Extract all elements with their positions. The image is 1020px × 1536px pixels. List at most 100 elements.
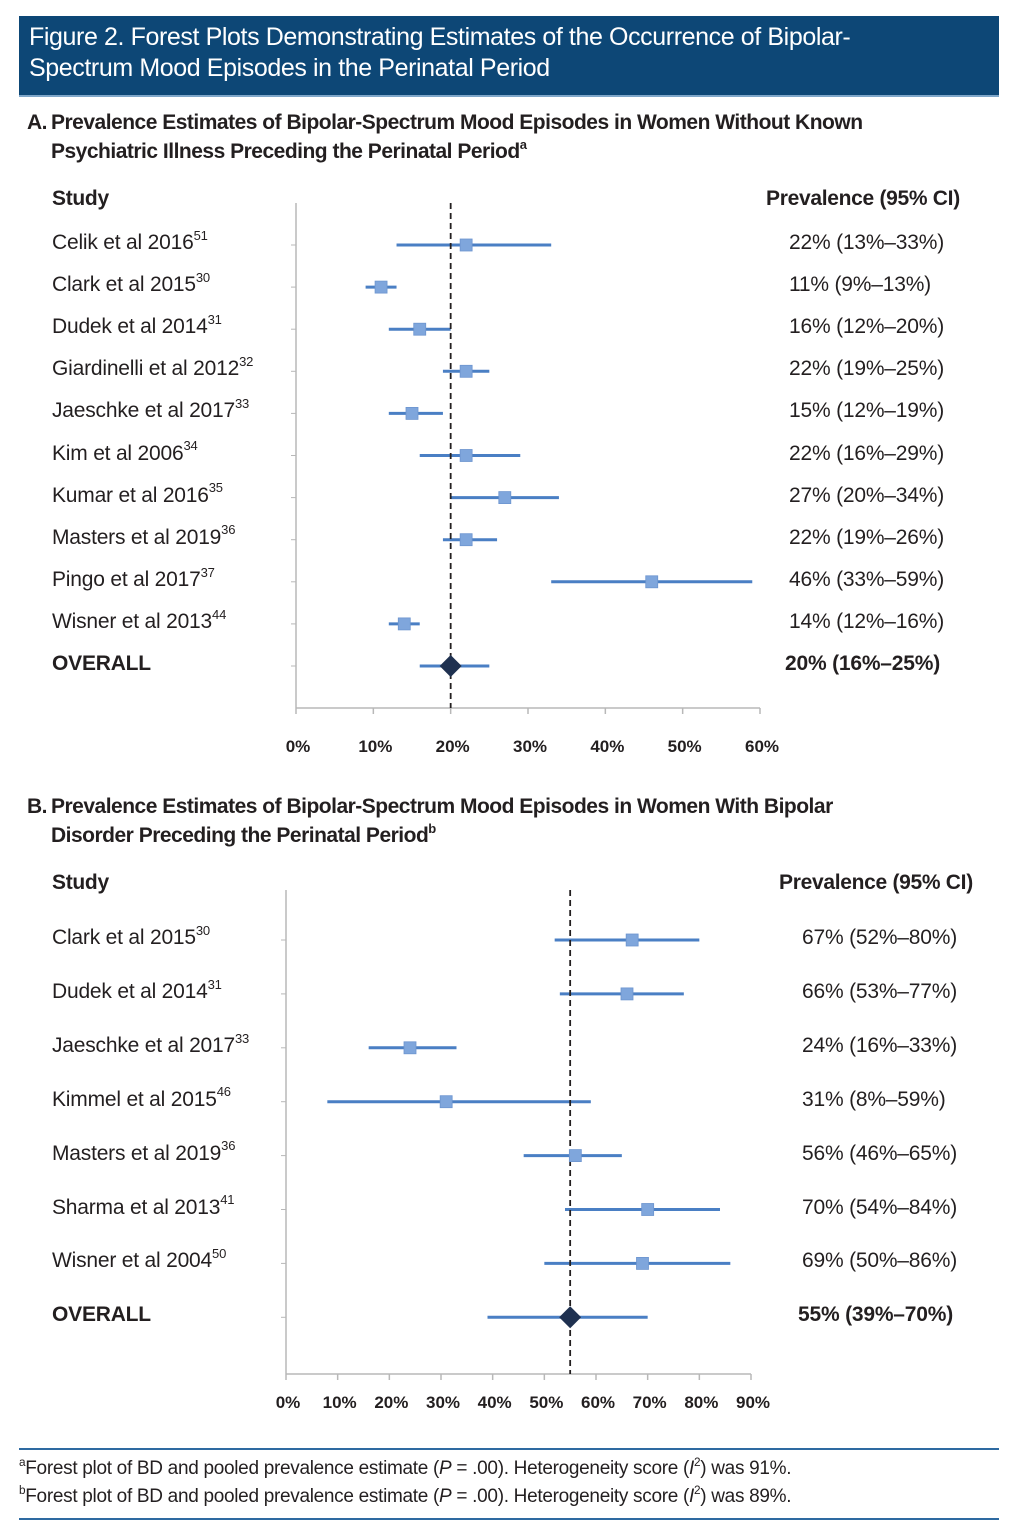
footnote-a-mark: a [19,1455,26,1469]
footnote-b: bForest plot of BD and pooled prevalence… [19,1483,792,1508]
study-name: Pingo et al 201737 [52,564,215,592]
study-name-text: Celik et al 2016 [52,231,194,254]
study-square-marker [374,280,388,294]
overall-diamond-marker [439,655,462,677]
study-reference: 33 [235,396,250,412]
footnote-a-sup: 2 [694,1455,701,1469]
x-tick-label: 10% [322,1393,357,1412]
panel-a-study-header: Study [52,187,109,210]
footnote-b-sup: 2 [694,1483,701,1497]
x-tick-label: 30% [512,737,548,756]
study-name-text: Clark et al 2015 [52,273,196,297]
study-estimate-label: 67% (52%–80%) [802,926,957,949]
study-name: Wisner et al 201344 [52,608,226,634]
study-name: Clark et al 201530 [52,922,210,950]
study-estimate-label: 70% (54%–84%) [802,1195,957,1219]
footnote-rule-top [19,1448,999,1450]
study-estimate-label: 46% (33%–59%) [789,567,944,591]
x-tick-label: 40% [590,737,625,756]
study-square-marker [459,364,473,378]
study-reference: 35 [208,480,223,496]
overall-label: OVERALL [52,1303,151,1327]
study-name-text: Kim et al 2006 [52,441,184,465]
panel-a-estimate-header: Prevalence (95% CI) [766,187,960,210]
x-tick-label: 10% [358,737,393,756]
footnote-a-p: P [439,1458,452,1479]
study-name-text: Giardinelli et al 2012 [52,357,240,381]
footnote-a: aForest plot of BD and pooled prevalence… [19,1455,792,1480]
study-square-marker [620,987,634,1001]
study-estimate-label: 22% (19%–26%) [789,525,944,549]
panel-a-footnote-mark: a [519,136,527,152]
study-name: Jaeschke et al 201733 [52,396,250,423]
study-name: Clark et al 201530 [52,271,210,297]
study-name-text: Wisner et al 2004 [52,1249,213,1273]
study-name: Dudek et al 201431 [52,311,222,339]
x-tick-label: 20% [435,737,470,756]
study-estimate-label: 69% (50%–86%) [802,1249,957,1273]
study-square-marker [641,1203,655,1216]
study-estimate-label: 22% (16%–29%) [789,441,944,465]
study-name: Giardinelli et al 201232 [52,354,254,381]
overall-label: OVERALL [52,652,151,676]
footnote-b-text-3: ) was 89%. [700,1486,792,1507]
study-reference: 31 [207,311,222,327]
study-name: Sharma et al 201341 [52,1193,234,1220]
panel-a-title: A. Prevalence Estimates of Bipolar-Spectr… [27,108,863,166]
x-tick-label: 20% [374,1393,409,1412]
panel-a-title-line2: Psychiatric Illness Preceding the Perina… [51,140,520,163]
study-estimate-label: 22% (19%–25%) [789,357,944,381]
overall-diamond-marker [559,1306,582,1329]
panel-b-title: B. Prevalence Estimates of Bipolar-Spectr… [27,792,833,850]
study-square-marker [397,617,411,631]
figure-title-line1: Figure 2. Forest Plots Demonstrating Est… [29,23,851,51]
study-name-text: Pingo et al 2017 [52,567,201,591]
study-reference: 34 [183,438,198,454]
study-reference: 36 [221,1138,236,1154]
footnote-b-p: P [439,1486,452,1507]
study-name-text: OVERALL [52,652,151,675]
study-square-marker [459,449,473,462]
study-estimate-label: 14% (12%–16%) [789,609,944,633]
panel-b-estimate-header: Prevalence (95% CI) [779,871,973,894]
study-reference: 30 [195,922,210,938]
study-name-text: Clark et al 2015 [52,926,196,949]
panel-b-title-line1: Prevalence Estimates of Bipolar-Spectrum… [51,795,833,818]
panel-b-letter: B. [27,795,48,818]
study-reference: 37 [200,564,215,580]
study-name: Jaeschke et al 201733 [52,1030,250,1058]
x-tick-label: 60% [744,737,780,756]
x-tick-label: 0% [275,1393,301,1412]
footnote-a-text-1: Forest plot of BD and pooled prevalence … [25,1458,440,1479]
study-name-text: Masters et al 2019 [52,525,222,549]
study-reference: 46 [216,1084,231,1100]
study-estimate-label: 27% (20%–34%) [789,483,944,507]
study-estimate-label: 11% (9%–13%) [789,273,931,297]
study-estimate-label: 15% (12%–19%) [789,399,944,423]
figure-title-line2: Spectrum Mood Episodes in the Perinatal … [29,54,550,82]
panel-a-letter: A. [27,111,48,134]
study-reference: 50 [212,1246,227,1262]
study-name-text: OVERALL [52,1303,151,1327]
footnote-b-mark: b [19,1483,26,1497]
footnote-a-text-3: ) was 91%. [700,1458,792,1479]
footnote-a-i: I [689,1458,694,1479]
study-square-marker [568,1149,582,1162]
study-name-text: Kimmel et al 2015 [52,1087,217,1111]
footnote-a-text-2: = .00). Heterogeneity score ( [451,1458,690,1479]
overall-estimate-label: 20% (16%–25%) [785,652,940,675]
study-name: Dudek et al 201431 [52,976,222,1004]
x-tick-label: 50% [667,737,702,756]
study-reference: 32 [239,354,254,369]
study-reference: 33 [235,1030,250,1046]
study-reference: 31 [207,976,222,992]
study-name-text: Kumar et al 2016 [52,483,209,507]
study-estimate-label: 16% (12%–20%) [789,315,944,339]
footnote-rule-bottom [19,1518,999,1520]
panel-b-study-header: Study [52,871,109,894]
x-tick-label: 70% [632,1393,667,1412]
footnote-b-text-1: Forest plot of BD and pooled prevalence … [25,1486,440,1507]
x-tick-label: 50% [529,1393,564,1412]
study-name: Masters et al 201936 [52,523,235,550]
